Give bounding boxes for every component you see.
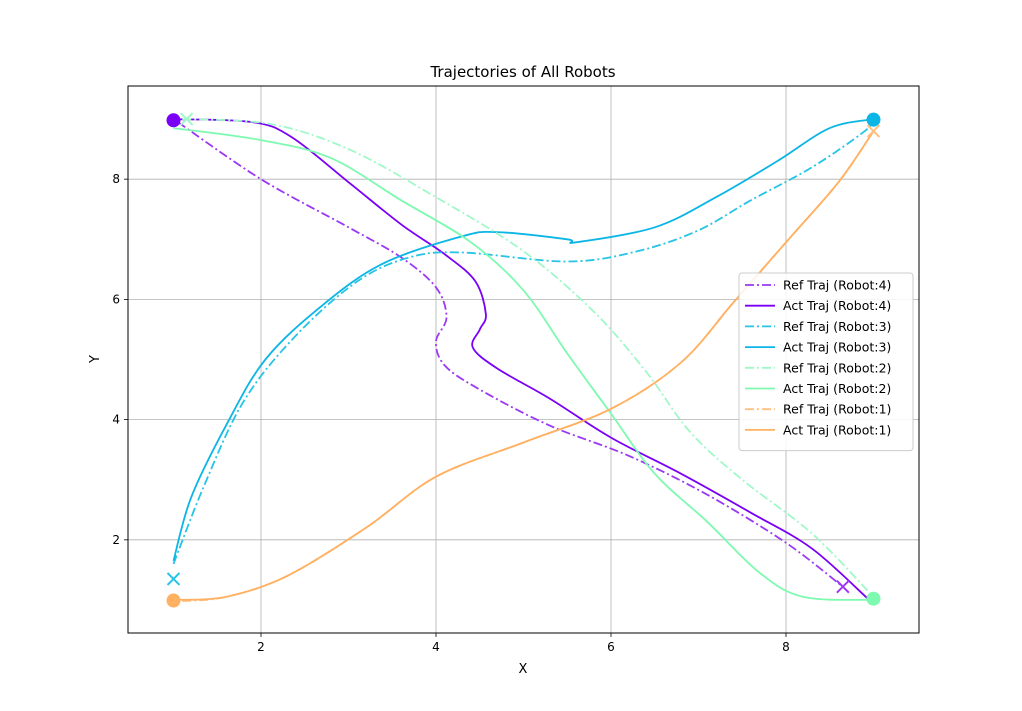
start-marker-robot-2: [866, 591, 881, 606]
x-tick-label: 8: [782, 640, 790, 654]
axis-ticks: 2 4 6 8 2 4 6 8: [112, 172, 789, 654]
series-line-ref-robot-2: [182, 118, 875, 598]
start-marker-robot-3: [866, 112, 881, 127]
x-axis-label: X: [519, 662, 528, 677]
y-axis-label: Y: [88, 355, 103, 364]
end-marker-robot-4: [836, 580, 850, 594]
axes-frame: [127, 85, 920, 634]
series-line-ref-robot-3: [172, 119, 873, 565]
legend-entry-label: Act Traj (Robot:3): [783, 340, 891, 355]
legend-box: [738, 272, 914, 452]
x-tick-label: 2: [257, 640, 265, 654]
y-tick-label: 4: [112, 413, 120, 427]
legend-entry-label: Act Traj (Robot:1): [783, 422, 891, 437]
legend-entry-label: Ref Traj (Robot:2): [783, 360, 891, 375]
x-tick-label: 4: [432, 640, 440, 654]
chart-title: Trajectories of All Robots: [429, 63, 615, 81]
series-line-act-robot-4: [173, 118, 870, 601]
legend-entry-label: Act Traj (Robot:2): [783, 381, 891, 396]
legend-entry-label: Ref Traj (Robot:1): [783, 402, 891, 417]
end-marker-robot-1: [866, 124, 881, 138]
end-marker-robot-3: [166, 572, 181, 586]
plot-area: [166, 112, 881, 608]
legend-entry-label: Ref Traj (Robot:3): [783, 319, 891, 334]
y-tick-label: 8: [112, 172, 120, 186]
start-marker-robot-4: [166, 113, 181, 128]
legend-entry-label: Ref Traj (Robot:4): [783, 278, 891, 293]
x-tick-label: 6: [607, 640, 615, 654]
legend-entry-label: Act Traj (Robot:4): [783, 298, 891, 313]
series-line-act-robot-2: [173, 127, 874, 601]
start-marker-robot-1: [166, 593, 181, 608]
end-marker-robot-2: [179, 112, 194, 126]
legend: Ref Traj (Robot:4) Act Traj (Robot:4) Ref …: [738, 272, 914, 452]
y-tick-label: 2: [112, 533, 120, 547]
y-tick-label: 6: [112, 292, 120, 306]
series-line-ref-robot-4: [177, 121, 844, 588]
series-line-act-robot-1: [173, 130, 875, 601]
series-line-act-robot-3: [172, 118, 874, 562]
